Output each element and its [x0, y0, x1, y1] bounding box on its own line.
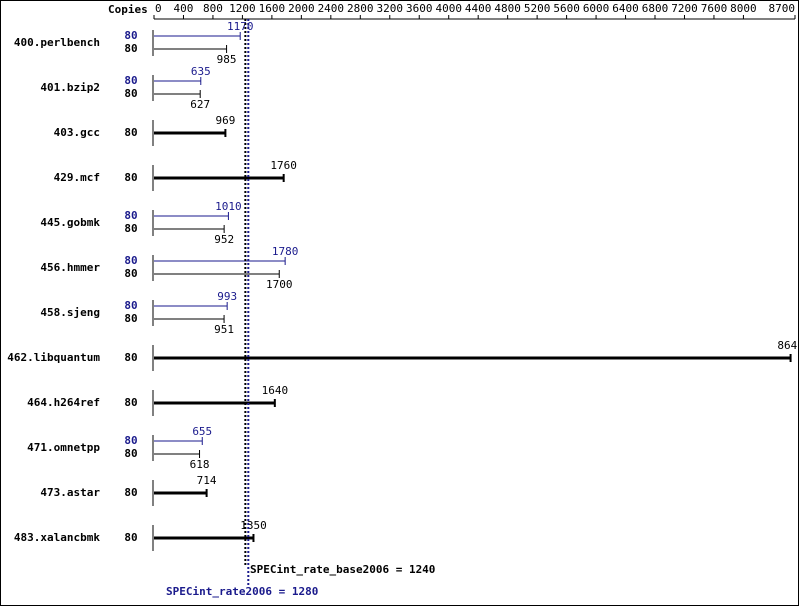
category-label: 464.h264ref: [27, 396, 100, 409]
x-tick-label: 400: [174, 2, 194, 15]
value-label: 655: [192, 425, 212, 438]
copies-label: 80: [124, 351, 137, 364]
x-tick-label: 4400: [465, 2, 492, 15]
x-tick-label: 3200: [377, 2, 404, 15]
copies-label: 80: [124, 267, 137, 280]
copies-label: 80: [124, 42, 137, 55]
category-label: 462.libquantum: [7, 351, 100, 364]
copies-label: 80: [124, 434, 137, 447]
x-tick-label: 8000: [730, 2, 757, 15]
copies-label: 80: [124, 74, 137, 87]
value-label: 618: [190, 458, 210, 471]
value-label: 635: [191, 65, 211, 78]
copies-label: 80: [124, 254, 137, 267]
category-label: 445.gobmk: [40, 216, 100, 229]
value-label: 985: [217, 53, 237, 66]
copies-label: 80: [124, 531, 137, 544]
x-tick-label: 2000: [288, 2, 315, 15]
value-label: 969: [215, 114, 235, 127]
x-tick-label: 6800: [642, 2, 669, 15]
value-label: 952: [214, 233, 234, 246]
summary-label: SPECint_rate_base2006 = 1240: [250, 563, 435, 576]
value-label: 1010: [215, 200, 242, 213]
category-label: 429.mcf: [54, 171, 100, 184]
value-label: 627: [190, 98, 210, 111]
value-label: 1700: [266, 278, 293, 291]
copies-label: 80: [124, 126, 137, 139]
x-tick-label: 6400: [612, 2, 639, 15]
copies-label: 80: [124, 29, 137, 42]
copies-label: 80: [124, 312, 137, 325]
x-tick-label: 1200: [229, 2, 256, 15]
copies-header: Copies: [108, 3, 148, 16]
copies-label: 80: [124, 209, 137, 222]
value-label: 993: [217, 290, 237, 303]
value-label: 951: [214, 323, 234, 336]
x-tick-label: 2800: [347, 2, 374, 15]
x-tick-label: 5600: [553, 2, 580, 15]
category-label: 473.astar: [40, 486, 100, 499]
category-label: 401.bzip2: [40, 81, 100, 94]
value-label: 1350: [240, 519, 267, 532]
x-tick-label: 0: [155, 2, 162, 15]
value-label: 1170: [227, 20, 254, 33]
x-tick-label: 6000: [583, 2, 610, 15]
category-label: 403.gcc: [54, 126, 100, 139]
copies-label: 80: [124, 299, 137, 312]
x-tick-label: 1600: [259, 2, 286, 15]
copies-label: 80: [124, 396, 137, 409]
value-label: 1760: [270, 159, 297, 172]
x-tick-label: 2400: [318, 2, 345, 15]
value-label: 8640: [777, 339, 799, 352]
category-label: 471.omnetpp: [27, 441, 100, 454]
value-label: 1780: [272, 245, 299, 258]
category-label: 400.perlbench: [14, 36, 100, 49]
x-tick-label: 8700: [769, 2, 796, 15]
copies-label: 80: [124, 171, 137, 184]
copies-label: 80: [124, 486, 137, 499]
x-tick-label: 4800: [494, 2, 521, 15]
x-tick-label: 7200: [671, 2, 698, 15]
x-tick-label: 800: [203, 2, 223, 15]
category-label: 458.sjeng: [40, 306, 100, 319]
copies-label: 80: [124, 222, 137, 235]
summary-label: SPECint_rate2006 = 1280: [166, 585, 318, 598]
x-tick-label: 5200: [524, 2, 551, 15]
value-label: 714: [197, 474, 217, 487]
x-tick-label: 3600: [406, 2, 433, 15]
category-label: 483.xalancbmk: [14, 531, 100, 544]
copies-label: 80: [124, 87, 137, 100]
value-label: 1640: [262, 384, 289, 397]
x-tick-label: 4000: [435, 2, 462, 15]
x-tick-label: 7600: [701, 2, 728, 15]
category-label: 456.hmmer: [40, 261, 100, 274]
copies-label: 80: [124, 447, 137, 460]
